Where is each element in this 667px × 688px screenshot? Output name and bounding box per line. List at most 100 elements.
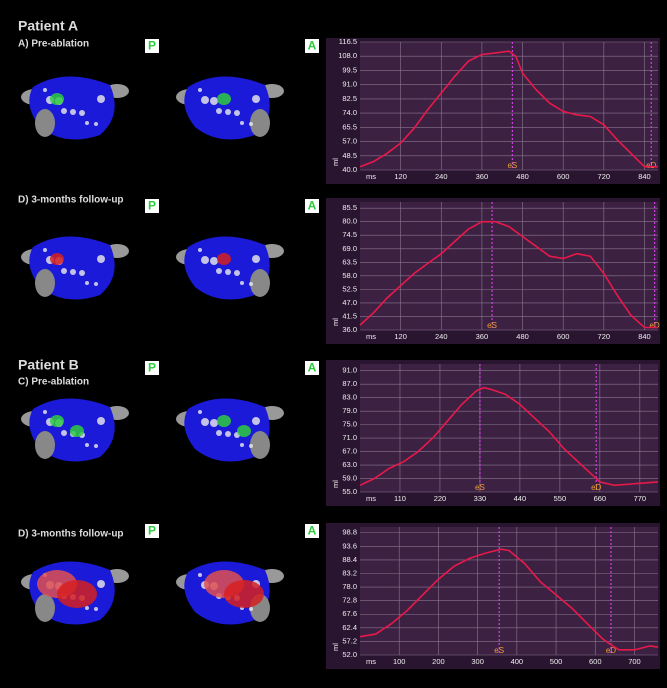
heart-speckle — [201, 96, 209, 104]
patient-title: Patient B — [18, 357, 79, 373]
chart: 52.057.262.467.672.878.083.288.493.698.8… — [326, 523, 660, 669]
view-label: P — [148, 199, 156, 213]
y-tick-label: 85.5 — [342, 203, 357, 212]
heart-speckle — [85, 443, 89, 447]
heart-spot — [224, 580, 264, 608]
heart-appendage — [35, 109, 55, 137]
heart-speckle — [210, 257, 218, 265]
heart-speckle — [70, 109, 76, 115]
x-tick-label: 200 — [432, 657, 445, 666]
heart-speckle — [240, 281, 244, 285]
heart-speckle — [225, 431, 231, 437]
chart: 40.048.557.065.574.082.591.099.5108.0116… — [326, 37, 660, 184]
panel-label: D) 3-months follow-up — [18, 529, 124, 540]
event-label: eS — [475, 483, 485, 492]
x-tick-label: 500 — [550, 657, 563, 666]
y-tick-label: 78.0 — [342, 582, 357, 591]
x-axis-label: ms — [366, 657, 376, 666]
y-tick-label: 62.4 — [342, 623, 357, 632]
heart-speckle — [61, 108, 67, 114]
heart-speckle — [70, 269, 76, 275]
x-tick-label: 120 — [394, 172, 407, 181]
x-axis-label: ms — [366, 172, 376, 181]
x-tick-label: 840 — [638, 172, 651, 181]
heart-speckle — [252, 95, 260, 103]
x-tick-label: 660 — [594, 494, 607, 503]
y-tick-label: 63.0 — [342, 460, 357, 469]
y-tick-label: 67.0 — [342, 447, 357, 456]
heart-speckle — [252, 255, 260, 263]
y-tick-label: 52.0 — [342, 650, 357, 659]
heart-speckle — [234, 270, 240, 276]
heart-spot — [50, 415, 64, 427]
heart-speckle — [216, 268, 222, 274]
heart-spot — [217, 253, 231, 265]
panel-label: C) Pre-ablation — [18, 377, 89, 388]
heart-speckle — [94, 282, 98, 286]
heart-speckle — [249, 444, 253, 448]
chart: 55.059.063.067.071.075.079.083.087.091.0… — [326, 360, 660, 506]
x-tick-label: 360 — [476, 172, 489, 181]
y-tick-label: 58.0 — [342, 271, 357, 280]
y-tick-label: 91.0 — [342, 366, 357, 375]
y-tick-label: 63.5 — [342, 257, 357, 266]
heart-speckle — [85, 121, 89, 125]
y-tick-label: 83.0 — [342, 393, 357, 402]
y-axis-label: ml — [331, 158, 340, 166]
y-tick-label: 93.6 — [342, 541, 357, 550]
heart-speckle — [252, 417, 260, 425]
y-tick-label: 71.0 — [342, 433, 357, 442]
y-tick-label: 36.0 — [342, 325, 357, 334]
y-axis-label: ml — [331, 643, 340, 651]
heart-speckle — [240, 443, 244, 447]
y-tick-label: 82.5 — [342, 94, 357, 103]
heart-spot — [237, 425, 251, 437]
heart-spot — [50, 93, 64, 105]
y-tick-label: 87.0 — [342, 379, 357, 388]
heart-appendage — [250, 109, 270, 137]
x-tick-label: 360 — [476, 332, 489, 341]
heart-speckle — [225, 269, 231, 275]
view-label: A — [308, 361, 317, 375]
plot-area — [360, 202, 658, 330]
heart-appendage — [35, 431, 55, 459]
heart-speckle — [94, 122, 98, 126]
figure: Patient A A) Pre-ablation P A D) 3-months fo… — [0, 0, 667, 688]
panel-label: A) Pre-ablation — [18, 39, 89, 50]
heart-speckle — [210, 97, 218, 105]
heart-speckle — [43, 410, 47, 414]
y-tick-label: 59.0 — [342, 474, 357, 483]
x-tick-label: 110 — [394, 494, 406, 503]
x-tick-label: 480 — [516, 172, 529, 181]
y-tick-label: 83.2 — [342, 568, 357, 577]
heart-spot — [57, 580, 97, 608]
heart-speckle — [198, 410, 202, 414]
heart-speckle — [97, 255, 105, 263]
heart-speckle — [216, 108, 222, 114]
y-tick-label: 91.0 — [342, 80, 357, 89]
heart-speckle — [97, 580, 105, 588]
heart-appendage — [35, 269, 55, 297]
y-tick-label: 67.6 — [342, 609, 357, 618]
view-label: P — [148, 524, 156, 538]
x-tick-label: 600 — [557, 172, 570, 181]
x-tick-label: 600 — [589, 657, 602, 666]
y-tick-label: 88.4 — [342, 555, 357, 564]
x-tick-label: 700 — [628, 657, 641, 666]
y-tick-label: 57.0 — [342, 137, 357, 146]
panel-label: D) 3-months follow-up — [18, 195, 124, 206]
heart-speckle — [201, 418, 209, 426]
heart-speckle — [234, 110, 240, 116]
heart-speckle — [198, 248, 202, 252]
x-tick-label: 480 — [516, 332, 529, 341]
event-label: eD — [649, 321, 659, 330]
y-tick-label: 75.0 — [342, 420, 357, 429]
heart-speckle — [198, 573, 202, 577]
x-tick-label: 720 — [598, 332, 611, 341]
x-tick-label: 720 — [598, 172, 611, 181]
heart-speckle — [216, 430, 222, 436]
x-tick-label: 400 — [511, 657, 524, 666]
y-tick-label: 57.2 — [342, 636, 357, 645]
y-tick-label: 41.5 — [342, 311, 357, 320]
patient-title: Patient A — [18, 18, 78, 34]
